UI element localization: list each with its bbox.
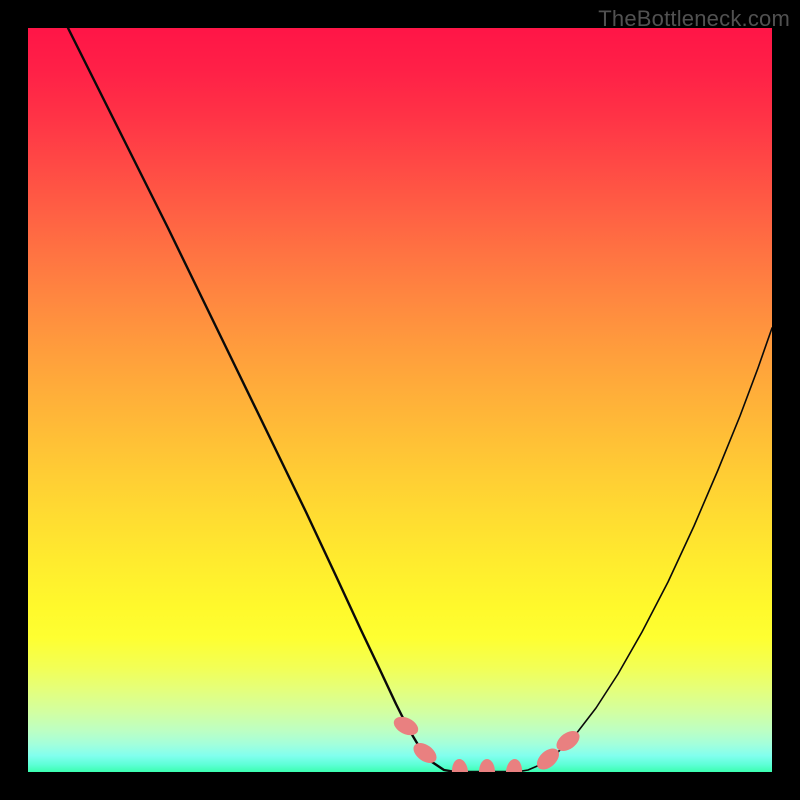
curve-layer [28, 28, 772, 772]
beads-group [391, 713, 583, 772]
bead-1 [410, 739, 440, 767]
bead-2 [451, 758, 469, 772]
bead-4 [505, 758, 523, 772]
curve-right [516, 328, 772, 772]
curve-left [68, 28, 456, 772]
chart-stage: TheBottleneck.com [0, 0, 800, 800]
bead-0 [391, 713, 421, 739]
bead-3 [479, 759, 495, 772]
watermark-text: TheBottleneck.com [598, 6, 790, 32]
